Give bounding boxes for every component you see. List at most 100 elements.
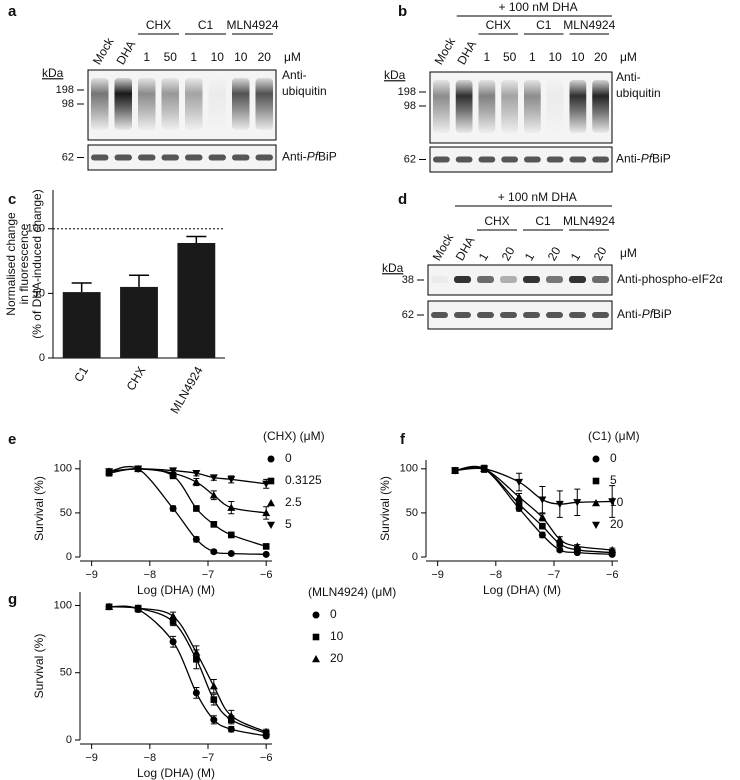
data-point [209, 474, 218, 482]
data-point [192, 470, 201, 478]
lane-label: 1 [568, 250, 584, 263]
blot-smear [138, 78, 156, 130]
panel-letter: c [8, 191, 16, 208]
y-tick-label: 50 [33, 287, 45, 299]
lane-label: 20 [545, 244, 564, 263]
data-point [192, 478, 201, 486]
legend-label: 2.5 [285, 495, 302, 509]
antibody-italic: Pf [307, 150, 320, 164]
marker-label: 198 [398, 86, 416, 98]
y-axis-label: (% of DHA-induced change) [30, 189, 44, 338]
group-label: CHX [484, 214, 509, 228]
data-point [555, 500, 564, 509]
legend-marker [267, 521, 275, 529]
x-tick-label: −6 [260, 752, 273, 764]
lane-label: 1 [476, 250, 492, 263]
y-axis-label: Survival (%) [32, 634, 46, 699]
data-point [105, 468, 114, 476]
data-point [538, 513, 547, 521]
data-point [451, 467, 460, 475]
y-axis-label: Survival (%) [32, 476, 46, 541]
antibody-label: ubiquitin [282, 84, 327, 98]
fit-curve [109, 468, 267, 485]
data-point [210, 521, 218, 528]
legend-title: (C1) (μM) [588, 429, 640, 443]
data-point [555, 535, 564, 543]
x-axis-label: Log (DHA) (M) [483, 583, 561, 597]
x-tick-label: −7 [202, 569, 215, 581]
error-bar [71, 282, 92, 293]
data-point [573, 542, 582, 550]
blot-smear [255, 78, 273, 130]
kda-label: kDa [42, 66, 64, 80]
blot-band [454, 276, 471, 283]
legend-label: 5 [285, 517, 292, 531]
blot-smear [232, 78, 250, 130]
blot-smear [185, 78, 203, 130]
blot-smear [161, 78, 179, 130]
marker-label: 62 [402, 309, 414, 321]
blot-band [114, 154, 132, 161]
group-label: C1 [198, 18, 214, 32]
legend-label: 0 [285, 451, 292, 465]
error-bar [129, 274, 149, 287]
blot-band [500, 312, 517, 318]
error-bar [186, 235, 207, 243]
lane-label: 1 [522, 250, 538, 263]
data-point [538, 496, 547, 504]
group-label: MLN4924 [563, 214, 615, 228]
blot-band [91, 154, 109, 161]
data-point [227, 711, 236, 719]
data-point [573, 499, 582, 507]
blot-smear [114, 78, 132, 130]
blot-band [255, 154, 273, 161]
panel-letter: e [8, 431, 16, 448]
lane-label: 10 [211, 50, 225, 64]
fit-curve [109, 605, 267, 734]
data-point [227, 531, 235, 539]
unit-label: μM [620, 246, 637, 260]
marker-label: 98 [404, 100, 416, 112]
data-point [105, 602, 114, 610]
lane-label: 20 [594, 50, 608, 64]
y-tick-label: 0 [66, 551, 72, 563]
data-point [480, 465, 489, 473]
data-point [556, 540, 564, 548]
x-tick-label: CHX [124, 364, 149, 393]
blot-smear [501, 80, 518, 133]
panel-letter: b [398, 3, 407, 20]
treatment-label: + 100 nM DHA [498, 190, 577, 204]
data-point [134, 604, 143, 612]
blot-band [455, 156, 473, 163]
y-axis-label: Normalised change [4, 212, 18, 316]
blot-band [477, 312, 494, 318]
antibody-italic: Pf [642, 307, 655, 321]
antibody-label: Anti-PfBiP [616, 152, 671, 166]
y-tick-label: 50 [60, 667, 72, 679]
blot-smear [592, 80, 609, 133]
blot-band [477, 276, 494, 283]
data-point [193, 505, 200, 512]
antibody-prefix: Anti- [617, 307, 642, 321]
data-point [227, 476, 236, 484]
x-tick-label: −9 [431, 569, 444, 581]
blot-band [592, 312, 609, 318]
x-tick-label: C1 [71, 364, 91, 385]
lane-label: 1 [529, 50, 536, 64]
data-point [515, 493, 524, 501]
data-point [262, 727, 271, 736]
blot-band [232, 154, 250, 161]
blot-band [478, 156, 496, 163]
data-point [262, 550, 270, 558]
lane-label: Mock [430, 230, 457, 263]
blot-band [523, 276, 540, 283]
blot-smear [546, 80, 564, 133]
data-point [169, 638, 177, 646]
blot-band [431, 276, 448, 283]
fit-curve [455, 467, 613, 505]
blot-smear [433, 80, 450, 133]
blot-band [161, 154, 179, 161]
panel-letter: f [400, 431, 406, 448]
